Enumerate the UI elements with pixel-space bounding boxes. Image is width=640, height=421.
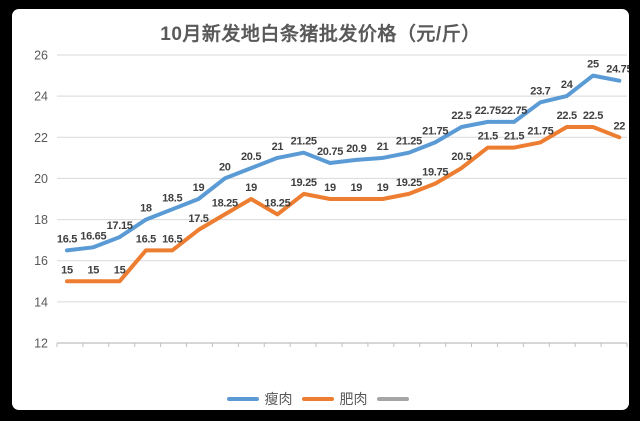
legend-swatch-icon (226, 397, 259, 401)
legend-swatch-icon (376, 397, 409, 401)
data-label: 21.75 (422, 125, 448, 137)
data-label: 24 (561, 79, 574, 91)
data-label: 19 (193, 182, 205, 194)
data-label: 25 (587, 59, 599, 71)
data-label: 23.7 (530, 85, 550, 97)
data-label: 19 (324, 182, 336, 194)
data-label: 21.75 (527, 125, 553, 137)
瘦肉-series-line (65, 73, 622, 253)
gridlines (57, 54, 627, 344)
肥肉-series-line (65, 125, 622, 284)
data-label: 21 (272, 141, 284, 153)
legend-item-unnamed (376, 397, 415, 401)
chart-legend: 瘦肉 肥肉 (12, 389, 629, 409)
data-label: 22.5 (557, 110, 577, 122)
y-axis-tick-label: 12 (34, 337, 48, 351)
data-label: 22.75 (501, 105, 527, 117)
data-label: 21.5 (478, 131, 498, 143)
data-label: 20.75 (317, 146, 343, 158)
data-label: 20.5 (241, 151, 261, 163)
data-label: 17.5 (188, 213, 208, 225)
data-label: 22 (613, 120, 625, 132)
data-label: 20 (219, 161, 231, 173)
data-label: 20.9 (346, 143, 366, 155)
data-label: 15 (114, 264, 126, 276)
y-axis-labels: 12 14 16 18 20 22 24 26 (34, 49, 48, 351)
data-label: 22.5 (583, 110, 603, 122)
legend-label: 肥肉 (339, 391, 368, 407)
data-label: 22.75 (475, 105, 501, 117)
data-label: 19.25 (396, 177, 422, 189)
y-axis-tick-label: 14 (34, 295, 48, 309)
data-label: 16.5 (162, 233, 182, 245)
y-axis-tick-label: 22 (34, 131, 48, 145)
y-axis-tick-label: 16 (34, 254, 48, 268)
data-label: 18.5 (162, 192, 182, 204)
y-axis-tick-label: 20 (34, 172, 48, 186)
legend-item-瘦肉: 瘦肉 (226, 389, 293, 409)
chart-panel: 12 14 16 18 20 22 24 26 16.5 16.65 17.15 18 18.5 19 20… (12, 9, 629, 410)
data-label: 15 (61, 264, 73, 276)
chart-title: 10月新发地白条猪批发价格（元/斤） (160, 24, 481, 45)
data-label: 18.25 (264, 197, 290, 209)
data-label: 16.5 (57, 233, 77, 245)
data-label: 24.75 (606, 64, 629, 76)
data-label: 16.65 (80, 230, 106, 242)
data-label: 21.25 (396, 136, 422, 148)
data-label: 21.25 (291, 136, 317, 148)
legend-label: 瘦肉 (264, 391, 293, 407)
legend-swatch-icon (301, 397, 334, 401)
data-label: 21.5 (504, 131, 524, 143)
x-axis-ticks (56, 343, 628, 347)
data-label: 21 (377, 141, 389, 153)
data-label: 20.5 (451, 151, 471, 163)
data-label: 19 (377, 182, 389, 194)
y-axis-tick-label: 18 (34, 213, 48, 227)
data-label: 15 (87, 264, 99, 276)
y-axis-tick-label: 24 (34, 90, 48, 104)
data-label: 19.75 (422, 167, 448, 179)
data-label: 19 (245, 182, 257, 194)
y-axis-tick-label: 26 (34, 49, 48, 63)
data-label: 22.5 (451, 110, 471, 122)
data-label: 18.25 (212, 197, 238, 209)
data-label: 19 (350, 182, 362, 194)
data-label: 17.15 (107, 220, 133, 232)
data-label: 18 (140, 203, 152, 215)
legend-item-肥肉: 肥肉 (301, 389, 368, 409)
data-label: 19.25 (291, 177, 317, 189)
data-label: 16.5 (136, 233, 156, 245)
